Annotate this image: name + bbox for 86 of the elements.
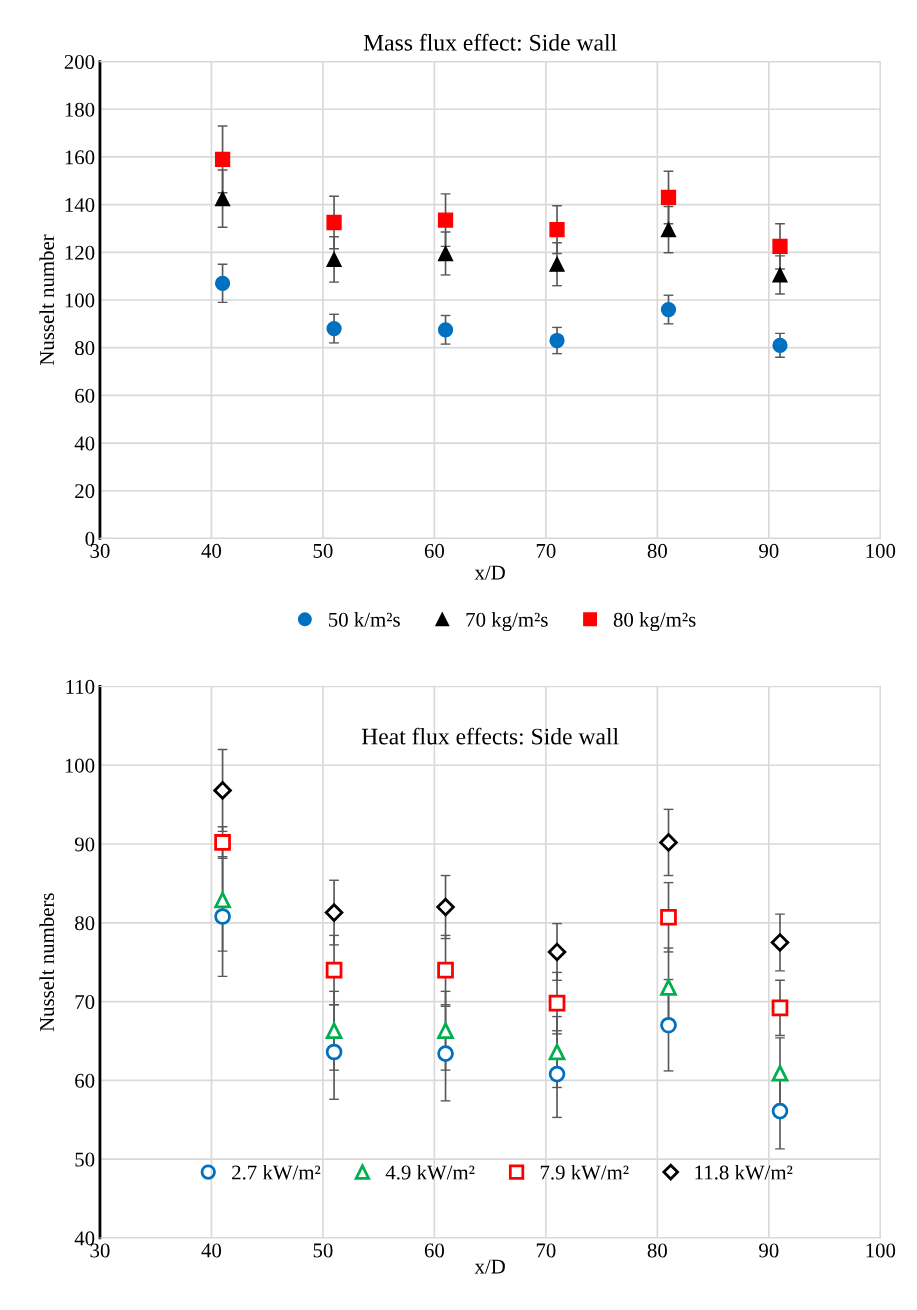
x-tick-label: 50 [313,1243,333,1258]
y-tick-label: 120 [65,245,95,260]
x-tick-label: 80 [647,1243,667,1258]
point [326,214,342,231]
point [213,781,232,800]
point [772,267,788,283]
point [214,908,231,925]
point [436,897,455,917]
point [214,891,231,909]
point [771,999,789,1017]
x-axis-title: x/D [474,1259,505,1274]
y-tick-label: 200 [64,54,95,69]
y-tick-label: 20 [75,484,95,499]
point [325,1043,343,1061]
legend-label: 2.7 kW/m² [232,1164,321,1180]
chart-title: Mass flux effect: Side wall [363,33,617,51]
point [548,1043,566,1061]
x-tick-label: 40 [201,1243,222,1258]
point [325,1022,343,1040]
point [549,332,565,349]
point [437,1022,454,1040]
point [325,961,343,979]
point [549,222,565,238]
y-tick-label: 180 [65,102,95,117]
point [660,908,677,926]
y-tick-label: 60 [75,1073,95,1088]
y-tick-label: 110 [66,679,95,694]
legend-label: 70 kg/m²s [466,612,548,632]
x-tick-label: 100 [866,543,896,558]
legend-label: 50 k/m²s [329,612,400,627]
y-tick-label: 100 [65,758,95,773]
point [214,191,231,207]
y-tick-label: 80 [75,916,95,931]
y-tick-label: 80 [75,341,95,356]
legend-label: 80 kg/m²s [613,612,696,632]
point [660,189,677,206]
point [326,320,342,337]
point [660,301,677,318]
point [214,275,231,291]
legend-label: 11.8 kW/m² [695,1164,793,1180]
point [326,251,342,268]
point [659,833,678,852]
x-tick-label: 100 [866,1243,896,1258]
point [437,322,454,338]
x-tick-label: 90 [759,1243,779,1258]
point [660,1016,677,1034]
point [772,238,788,254]
point [437,1045,454,1062]
y-tick-label: 100 [65,293,95,308]
point [660,979,677,996]
y-tick-label: 70 [75,994,95,1010]
point [214,834,231,851]
point [548,994,566,1012]
x-tick-label: 60 [424,1243,445,1258]
y-axis-title: Nusselt numbers [39,893,55,1032]
x-tick-label: 70 [536,543,556,558]
point [324,903,344,922]
point [437,212,454,228]
point [548,1065,566,1083]
legend-label: 7.9 kW/m² [540,1164,629,1180]
text: Heat flux effects: Side wall [361,727,619,745]
point [772,337,788,353]
point [549,256,565,272]
x-tick-label: 70 [536,1243,556,1258]
point [547,942,567,962]
y-tick-label: 60 [75,388,95,403]
x-tick-label: 60 [424,543,445,558]
point [437,961,454,979]
legend-label: 4.9 kW/m² [385,1164,475,1180]
x-tick-label: 80 [647,543,667,558]
x-tick-label: 50 [313,543,333,558]
y-tick-label: 140 [65,198,95,213]
x-axis-title: x/D [474,565,505,580]
point [437,245,454,262]
y-tick-label: 50 [75,1152,95,1167]
y-tick-label: 90 [74,837,95,852]
x-tick-label: 40 [201,543,222,558]
point [770,933,790,952]
x-tick-label: 90 [759,543,779,558]
y-tick-label: 160 [65,150,95,165]
y-tick-label: 40 [74,436,95,451]
y-axis-title: Nusselt number [39,234,55,366]
point [660,222,677,238]
point [771,1102,789,1120]
point [214,151,231,167]
point [771,1064,789,1082]
